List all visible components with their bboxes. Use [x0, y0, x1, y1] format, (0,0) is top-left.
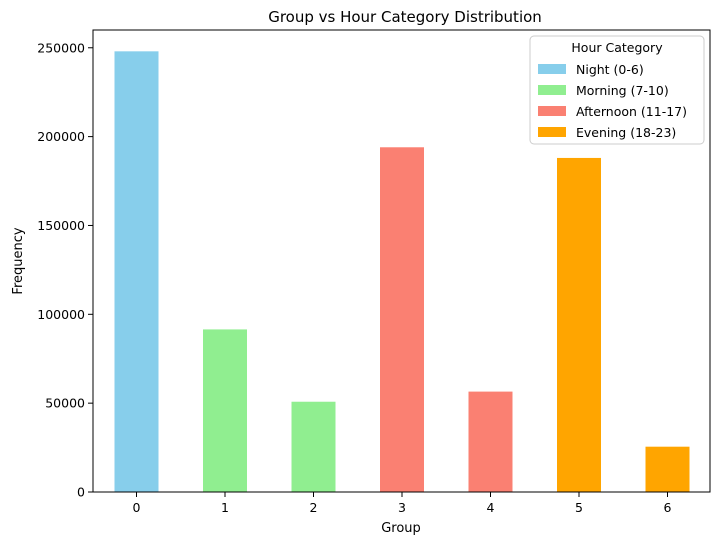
- y-tick-label: 0: [77, 485, 85, 500]
- bar-group-1: [203, 329, 247, 492]
- legend-label: Morning (7-10): [576, 83, 669, 98]
- legend-swatch: [538, 106, 566, 116]
- legend-swatch: [538, 85, 566, 95]
- bar-group-5: [557, 157, 601, 492]
- legend: Hour Category Night (0-6) Morning (7-10) A…: [529, 35, 705, 145]
- x-axis-label: Group: [381, 521, 421, 536]
- legend-swatch: [538, 127, 566, 137]
- bar-group-6: [645, 446, 690, 492]
- plot-frame: [92, 29, 711, 493]
- legend-label: Evening (18-23): [576, 125, 676, 140]
- legend-title: Hour Category: [571, 40, 663, 55]
- x-tick-label: 3: [398, 500, 406, 515]
- x-tick-label: 1: [221, 500, 229, 515]
- legend-label: Afternoon (11-17): [576, 104, 687, 119]
- x-tick-label: 6: [664, 500, 672, 515]
- y-axis-label: Frequency: [11, 227, 26, 294]
- bar-group-3: [380, 147, 424, 492]
- bar-group-4: [468, 391, 513, 492]
- y-tick-label: 250000: [37, 40, 85, 55]
- x-axis: 0 1 2 3 4 5 6: [133, 492, 672, 515]
- bar-group-2: [291, 401, 336, 492]
- chart-title: Group vs Hour Category Distribution: [268, 8, 542, 26]
- y-tick-label: 50000: [45, 396, 85, 411]
- y-tick-label: 150000: [37, 218, 85, 233]
- y-tick-label: 200000: [37, 129, 85, 144]
- x-tick-label: 5: [575, 500, 583, 515]
- legend-box: [529, 35, 705, 145]
- legend-label: Night (0-6): [576, 62, 644, 77]
- y-tick-label: 100000: [37, 307, 85, 322]
- bars-group: [114, 51, 690, 492]
- legend-swatch: [538, 64, 566, 74]
- bar-group-0: [114, 51, 159, 492]
- x-tick-label: 4: [487, 500, 495, 515]
- x-tick-label: 2: [310, 500, 318, 515]
- y-axis: 0 50000 100000 150000 200000 250000: [37, 40, 93, 500]
- x-tick-label: 0: [133, 500, 141, 515]
